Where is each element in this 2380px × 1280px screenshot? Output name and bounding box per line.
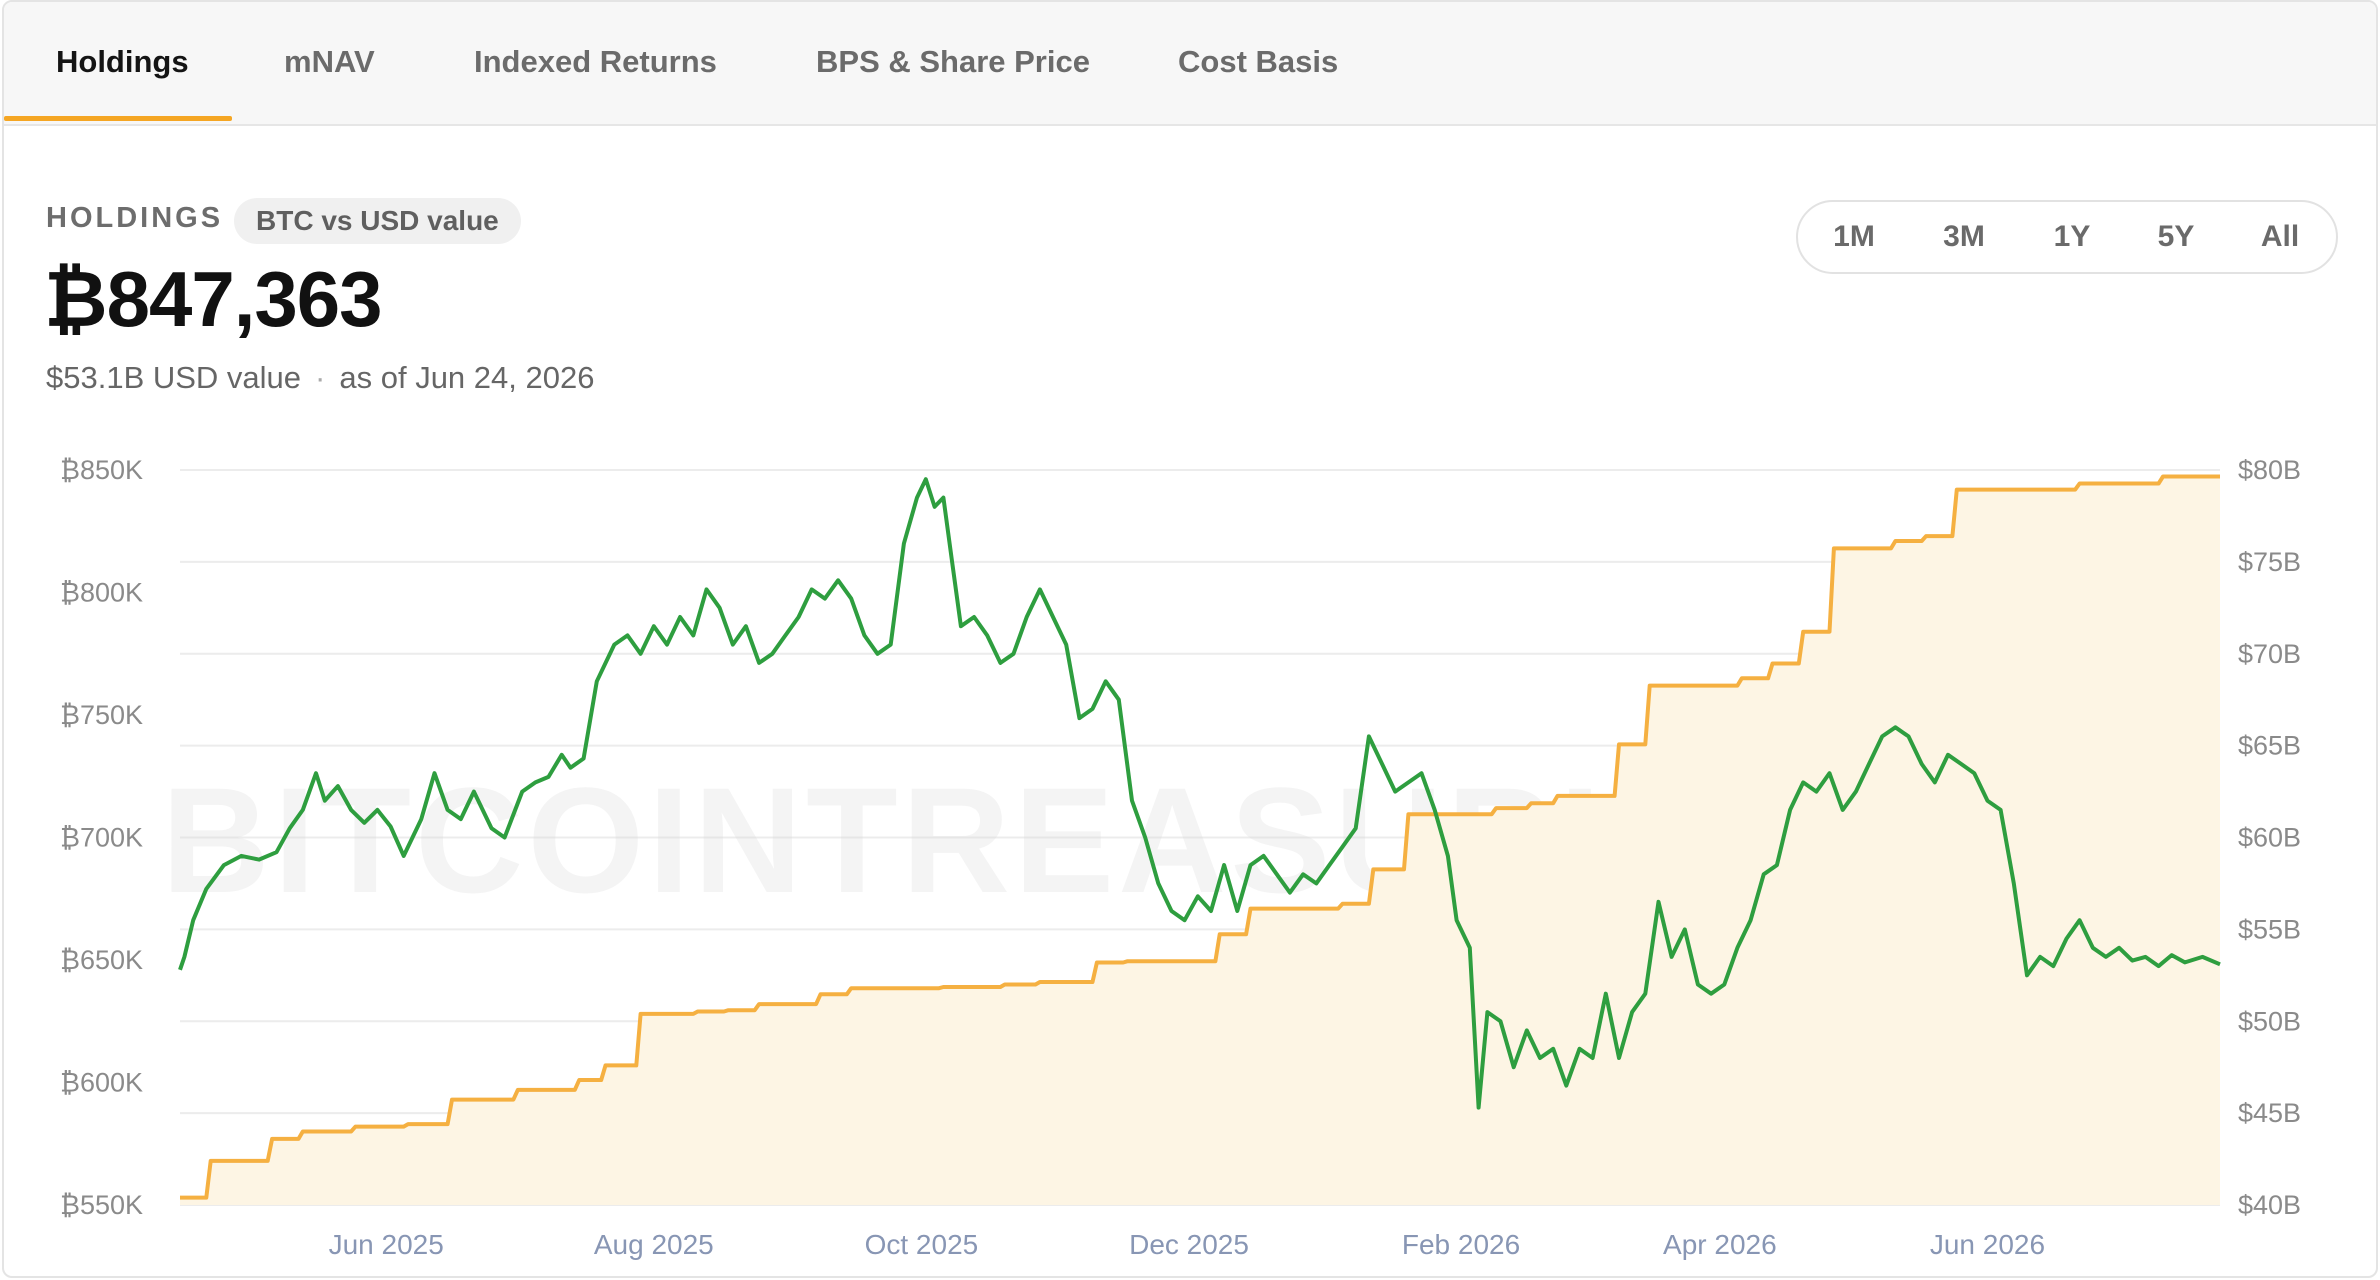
as-of-text: as of Jun 24, 2026 [339,360,595,395]
tab-bar: Holdings mNAV Indexed Returns BPS & Shar… [4,2,2376,126]
tab-holdings[interactable]: Holdings [56,44,189,79]
x-tick-label: Jun 2026 [1930,1229,2045,1260]
y-right-tick-label: $50B [2238,1006,2301,1036]
y-left-tick-label: ₿800K [60,578,143,608]
y-right-tick-label: $60B [2238,823,2301,853]
holdings-line [180,474,2220,1200]
y-right-tick-label: $55B [2238,914,2301,944]
separator-dot: · [315,360,326,395]
y-left-tick-label: ₿700K [60,823,143,853]
value-subtitle: $53.1B USD value · as of Jun 24, 2026 [46,360,594,396]
usd-value-line [178,477,2221,1110]
tab-bps-share-price[interactable]: BPS & Share Price [816,44,1090,79]
y-right-tick-label: $70B [2238,639,2301,669]
holdings-chart: BITCOINTREASURIES.NET₿850K₿800K₿750K₿700… [60,455,2301,1260]
time-range-selector: 1M 3M 1Y 5Y All [1796,200,2338,274]
tab-mnav[interactable]: mNAV [284,44,375,79]
y-right-tick-label: $65B [2238,731,2301,761]
y-left-tick-label: ₿750K [60,700,143,730]
holdings-value: ₿847,363 [44,255,383,343]
active-tab-indicator [4,116,232,121]
y-right-tick-label: $75B [2238,547,2301,577]
y-left-tick-label: ₿550K [60,1190,143,1220]
usd-value-text: $53.1B USD value [46,360,302,395]
range-button-5y[interactable]: 5Y [2157,220,2195,253]
y-right-tick-label: $45B [2238,1098,2301,1128]
y-right-tick-label: $80B [2238,455,2301,485]
x-tick-label: Apr 2026 [1663,1229,1777,1260]
y-left-tick-label: ₿850K [60,455,143,485]
range-button-3m[interactable]: 3M [1943,220,1985,253]
x-tick-label: Feb 2026 [1402,1229,1520,1260]
range-button-all[interactable]: All [2260,220,2300,253]
y-left-tick-label: ₿600K [60,1068,143,1098]
x-tick-label: Oct 2025 [865,1229,979,1260]
x-tick-label: Jun 2025 [329,1229,444,1260]
tab-cost-basis[interactable]: Cost Basis [1178,44,1339,79]
range-button-1m[interactable]: 1M [1833,220,1875,253]
metric-badge: BTC vs USD value [234,198,521,244]
y-left-tick-label: ₿650K [60,945,143,975]
tab-indexed-returns[interactable]: Indexed Returns [474,44,717,79]
range-button-1y[interactable]: 1Y [2053,220,2091,253]
x-tick-label: Aug 2025 [594,1229,714,1260]
y-right-tick-label: $40B [2238,1190,2301,1220]
x-tick-label: Dec 2025 [1129,1229,1249,1260]
holdings-area [180,476,2220,1205]
section-label: HOLDINGS [46,202,224,234]
